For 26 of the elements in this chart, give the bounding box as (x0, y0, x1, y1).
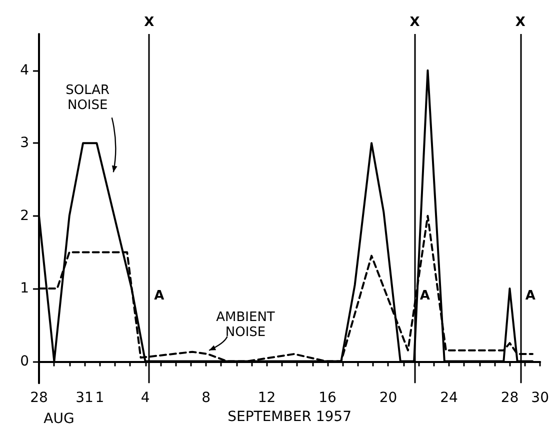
x-tick-label: 28 (30, 390, 48, 406)
y-tick-label: 0 (20, 353, 29, 370)
annotation: A (420, 288, 430, 304)
x-tick-label: 30 (531, 390, 550, 406)
series-label: AMBIENT NOISE (216, 310, 275, 340)
x-tick-label: 20 (379, 390, 398, 406)
y-tick-label: 2 (20, 208, 29, 224)
annotation: A (154, 288, 164, 304)
annotation: A (525, 288, 536, 304)
text: SOLAR NOISE (66, 83, 110, 113)
x-tick-label: 4 (140, 390, 150, 406)
ref-line-label: X (144, 15, 154, 30)
ref-line-label: X (410, 15, 420, 30)
x-tick-label: 28 (500, 390, 519, 406)
x-tick-label: 12 (258, 390, 276, 406)
y-tick-label: 4 (20, 62, 30, 78)
y-tick-label: 1 (20, 280, 29, 297)
text: AUG (44, 411, 74, 428)
y-tick-label: 3 (20, 135, 29, 152)
x-axis-title: SEPTEMBER 1957 (228, 409, 352, 425)
x-tick-label: 16 (318, 390, 336, 406)
x-tick-label: 1 (95, 390, 104, 406)
x-tick-label: 24 (440, 390, 458, 406)
x-tick-label: 8 (202, 390, 210, 406)
x-tick-label: 31 (76, 390, 94, 406)
ref-line-label: X (515, 15, 526, 30)
